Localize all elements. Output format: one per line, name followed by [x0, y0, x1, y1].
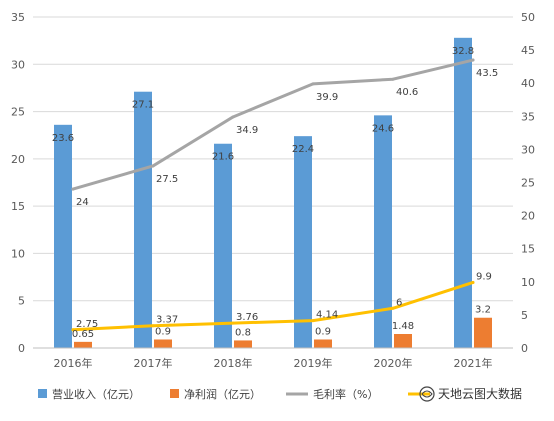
bar-data-label: 3.2 — [475, 305, 491, 316]
bar-data-label: 0.8 — [235, 327, 251, 338]
line-data-label: 39.9 — [316, 92, 338, 103]
x-tick-label: 2017年 — [134, 356, 173, 370]
line-data-label: 3.37 — [156, 315, 178, 326]
series-line — [71, 280, 475, 332]
right-tick-label: 30 — [521, 143, 535, 156]
left-tick-label: 0 — [18, 342, 25, 355]
bar — [234, 340, 252, 348]
line-point — [391, 306, 395, 310]
series-line — [71, 58, 475, 191]
right-tick-label: 10 — [521, 276, 535, 289]
x-axis: 2016年 2017年 2018年 2019年 2020年 2021年 — [33, 347, 513, 370]
line-data-label: 9.9 — [476, 271, 492, 282]
watermark: 天地云图大数据 — [419, 386, 522, 402]
right-tick-label: 35 — [521, 110, 535, 123]
bar-data-label: 23.6 — [52, 133, 74, 144]
left-tick-label: 25 — [11, 106, 25, 119]
bar — [294, 136, 312, 348]
right-tick-label: 0 — [521, 342, 528, 355]
legend-label: 毛利率（%） — [313, 387, 378, 401]
bar-data-label: 0.9 — [315, 326, 331, 337]
line-data-label: 6 — [396, 297, 402, 308]
line-data-label: 34.9 — [236, 125, 258, 136]
left-tick-label: 20 — [11, 153, 25, 166]
left-tick-label: 30 — [11, 58, 25, 71]
bar-data-label: 21.6 — [212, 152, 234, 163]
bar — [474, 317, 492, 348]
line-data-label: 3.76 — [236, 312, 258, 323]
legend-swatch — [170, 389, 179, 398]
line-point — [151, 164, 155, 168]
bar-data-label: 24.6 — [372, 123, 394, 134]
left-axis: 0 5 10 15 20 25 30 35 — [11, 11, 25, 355]
left-tick-label: 10 — [11, 247, 25, 260]
line-data-label: 2.75 — [76, 319, 98, 330]
right-axis: 0 5 10 15 20 25 30 35 40 45 50 — [521, 11, 535, 355]
line-point — [71, 328, 75, 332]
line-point — [151, 324, 155, 328]
line-point — [391, 77, 395, 81]
bar — [214, 143, 232, 348]
lines — [71, 58, 475, 332]
right-tick-label: 40 — [521, 77, 535, 90]
logo-icon — [419, 386, 435, 402]
line-point — [71, 187, 75, 191]
line-point — [311, 82, 315, 86]
bar-data-label: 0.65 — [72, 329, 94, 340]
bar-data-label: 27.1 — [132, 100, 154, 111]
bar — [454, 37, 472, 348]
bar-data-label: 32.8 — [452, 46, 474, 57]
line-data-label: 27.5 — [156, 174, 178, 185]
line-data-label: 43.5 — [476, 68, 498, 79]
right-tick-label: 50 — [521, 11, 535, 24]
bar — [54, 124, 72, 348]
bar — [314, 339, 332, 348]
gridlines — [33, 16, 513, 349]
line-point — [471, 280, 475, 284]
bar — [74, 341, 92, 348]
line-point — [231, 321, 235, 325]
line-point — [311, 319, 315, 323]
x-tick-label: 2021年 — [454, 356, 493, 370]
bar-data-label: 1.48 — [392, 321, 414, 332]
line-data-label: 4.14 — [316, 310, 338, 321]
line-data-label: 24 — [76, 197, 89, 208]
bar — [374, 115, 392, 349]
line-point — [471, 58, 475, 62]
left-tick-label: 35 — [11, 11, 25, 24]
bar-data-label: 22.4 — [292, 144, 314, 155]
x-tick-label: 2019年 — [294, 356, 333, 370]
data-labels: 23.6 27.1 21.6 22.4 24.6 32.8 0.65 0.9 0.8 0.9 1.4… — [52, 46, 498, 340]
x-tick-label: 2016年 — [54, 356, 93, 370]
x-tick-label: 2018年 — [214, 356, 253, 370]
bar — [394, 334, 412, 348]
bar — [134, 91, 152, 348]
legend-label: 营业收入（亿元） — [52, 387, 140, 401]
right-tick-label: 5 — [521, 309, 528, 322]
legend-label: 净利润（亿元） — [184, 387, 261, 401]
line-point — [231, 115, 235, 119]
watermark-text: 天地云图大数据 — [438, 386, 522, 401]
right-tick-label: 20 — [521, 210, 535, 223]
left-tick-label: 5 — [18, 295, 25, 308]
legend-swatch — [38, 389, 47, 398]
right-tick-label: 15 — [521, 243, 535, 256]
bars — [54, 37, 492, 349]
bar-data-label: 0.9 — [155, 326, 171, 337]
line-data-label: 40.6 — [396, 87, 418, 98]
right-tick-label: 25 — [521, 177, 535, 190]
x-tick-label: 2020年 — [374, 356, 413, 370]
right-tick-label: 45 — [521, 44, 535, 57]
left-tick-label: 15 — [11, 200, 25, 213]
bar — [154, 339, 172, 348]
legend: 营业收入（亿元） 净利润（亿元） 毛利率（%） — [38, 387, 430, 401]
